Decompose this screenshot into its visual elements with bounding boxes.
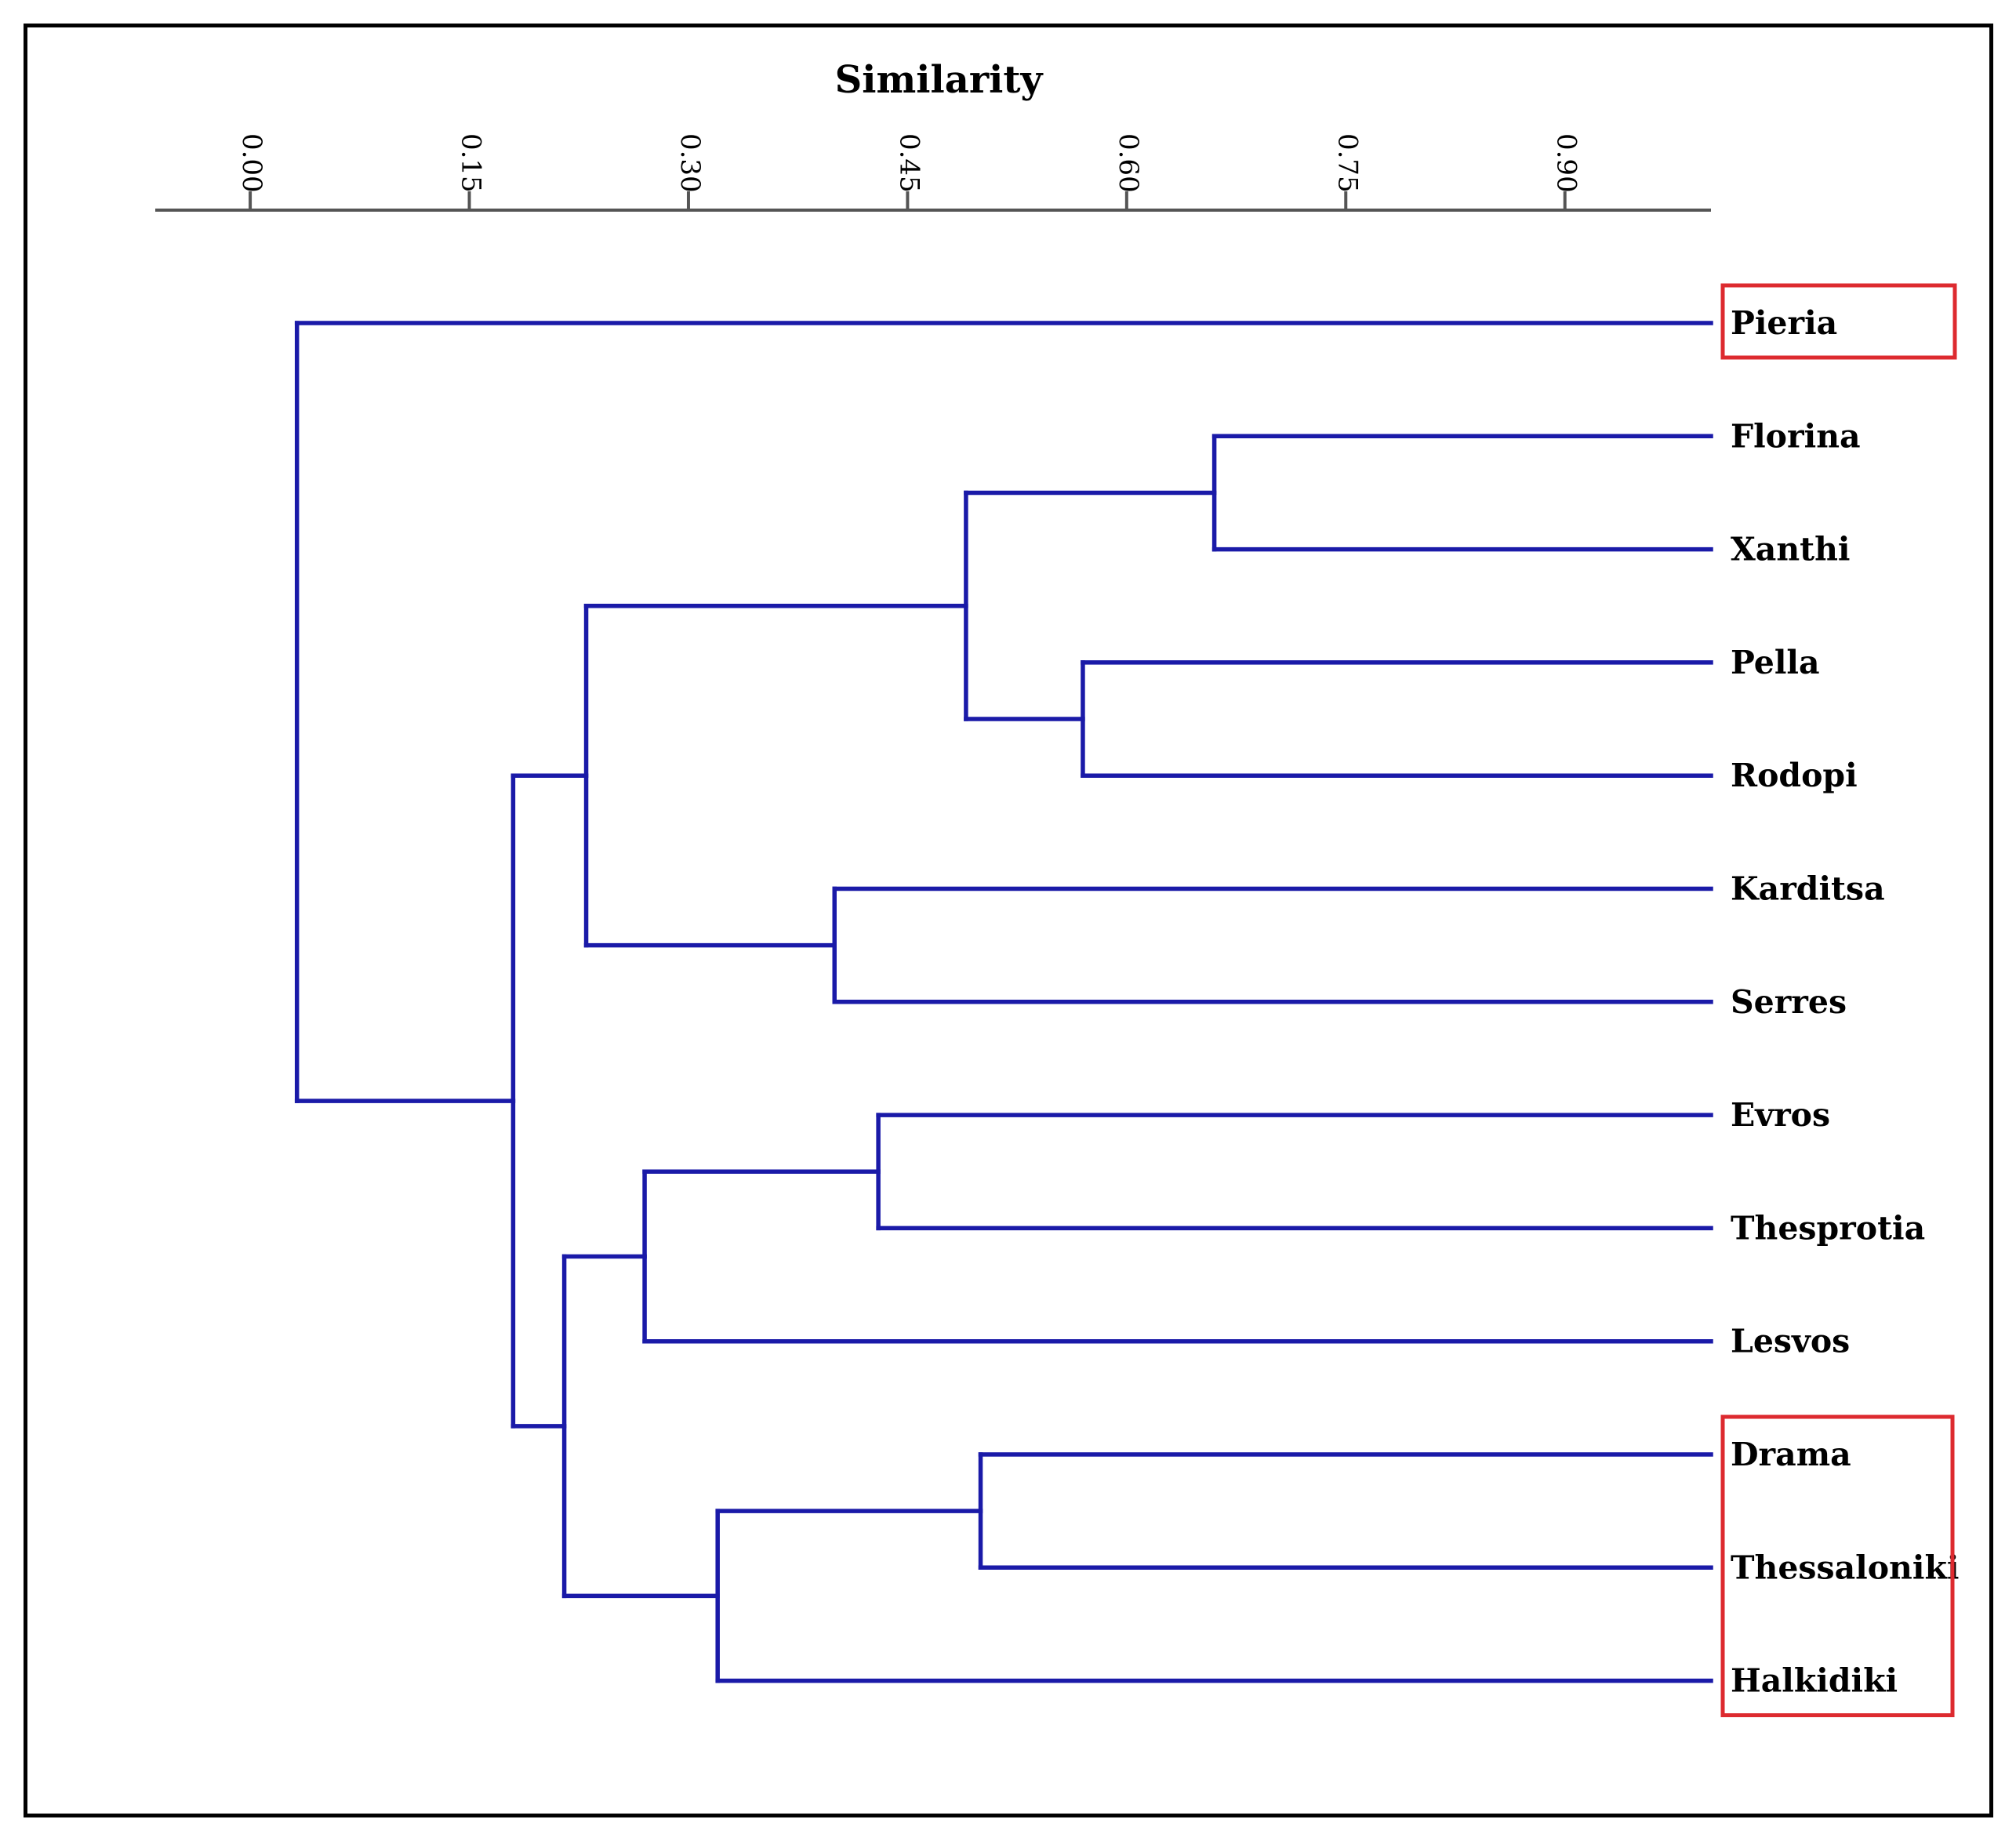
leaf-label-halkidiki: Halkidiki xyxy=(1731,1662,1898,1700)
axis-tick-label: 0.15 xyxy=(456,133,487,193)
leaf-label-thesprotia: Thesprotia xyxy=(1731,1209,1925,1247)
leaf-label-pieria: Pieria xyxy=(1731,304,1837,342)
axis-tick-label: 0.90 xyxy=(1551,133,1582,193)
leaf-label-florina: Florina xyxy=(1731,417,1861,455)
axis-title: Similarity xyxy=(835,58,1044,102)
leaf-label-serres: Serres xyxy=(1731,983,1847,1021)
leaf-label-drama: Drama xyxy=(1731,1436,1851,1473)
leaf-label-karditsa: Karditsa xyxy=(1731,870,1885,908)
highlight-box-0 xyxy=(1720,283,1957,360)
axis-tick-label: 0.00 xyxy=(236,133,267,193)
axis-tick-label: 0.45 xyxy=(893,133,924,193)
axis-tick-label: 0.75 xyxy=(1331,133,1363,193)
axis-tick-label: 0.30 xyxy=(674,133,706,193)
leaf-label-lesvos: Lesvos xyxy=(1731,1323,1850,1360)
leaf-label-xanthi: Xanthi xyxy=(1731,531,1851,568)
axis-tick-label: 0.60 xyxy=(1113,133,1144,193)
leaf-label-evros: Evros xyxy=(1731,1096,1830,1134)
leaf-labels: Pieria Florina Xanthi Pella Rodopi Karditsa Se… xyxy=(1731,304,1959,1700)
leaf-label-pella: Pella xyxy=(1731,644,1820,681)
similarity-axis: 0.00 0.15 0.30 0.45 0.60 0.75 0.90 xyxy=(155,133,1711,212)
leaf-label-rodopi: Rodopi xyxy=(1731,757,1858,794)
leaf-label-thessaloniki: Thessaloniki xyxy=(1731,1549,1959,1586)
highlight-boxes xyxy=(1720,283,1957,1718)
dendrogram-branches xyxy=(294,321,1713,1683)
highlight-box-1 xyxy=(1720,1414,1955,1718)
